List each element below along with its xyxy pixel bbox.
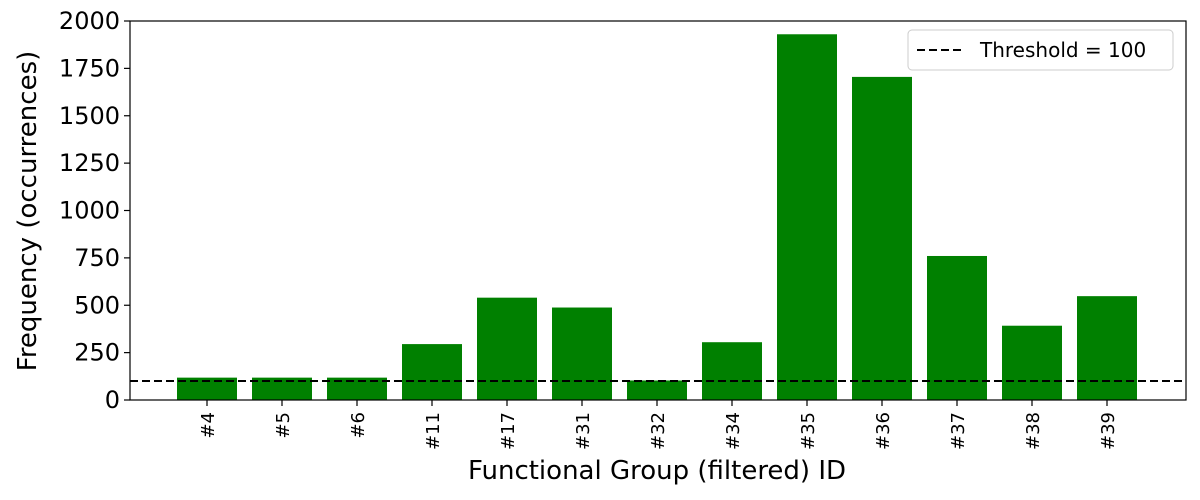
x-tick-label: #37 [948, 412, 969, 450]
x-tick-label: #34 [723, 412, 744, 450]
y-tick-label: 1500 [59, 102, 120, 130]
bar-37 [927, 255, 987, 400]
bar-4 [177, 377, 237, 400]
bar-39 [1077, 296, 1137, 400]
x-tick-label: #38 [1023, 412, 1044, 450]
bar-36 [852, 76, 912, 400]
y-tick-label: 250 [74, 339, 120, 367]
x-tick-label: #35 [798, 412, 819, 450]
y-axis-label: Frequency (occurrences) [13, 51, 43, 372]
x-tick-label: #11 [423, 412, 444, 450]
y-tick-label: 500 [74, 291, 120, 319]
y-tick-label: 1250 [59, 149, 120, 177]
legend: Threshold = 100 [907, 29, 1174, 71]
bar-34 [702, 342, 762, 400]
bar-6 [327, 377, 387, 400]
y-tick-label: 1000 [59, 197, 120, 225]
y-axis: 0 250 500 750 1000 1250 1500 1750 2000 [59, 7, 130, 414]
bar-32 [627, 380, 687, 400]
x-tick-label: #31 [573, 412, 594, 450]
bar-11 [402, 344, 462, 400]
bars-group [177, 34, 1137, 400]
bar-31 [552, 307, 612, 400]
bar-38 [1002, 325, 1062, 400]
bar-17 [477, 297, 537, 400]
y-tick-label: 1750 [59, 54, 120, 82]
legend-threshold-label: Threshold = 100 [979, 38, 1146, 62]
y-tick-label: 2000 [59, 7, 120, 35]
y-tick-label: 750 [74, 244, 120, 272]
legend-box [907, 29, 1174, 71]
x-tick-label: #17 [498, 412, 519, 450]
y-tick-label: 0 [105, 386, 120, 414]
x-tick-label: #36 [873, 412, 894, 450]
x-tick-label: #5 [273, 412, 294, 439]
x-tick-label: #6 [348, 412, 369, 439]
x-tick-label: #4 [198, 412, 219, 439]
x-tick-label: #32 [648, 412, 669, 450]
bar-5 [252, 377, 312, 400]
x-axis-label: Functional Group (filtered) ID [468, 456, 846, 486]
x-axis: #4 #5 #6 #11 #17 #31 #32 #34 #35 #36 #37 #38 #39 [198, 400, 1119, 450]
bar-35 [777, 34, 837, 400]
x-tick-label: #39 [1098, 412, 1119, 450]
